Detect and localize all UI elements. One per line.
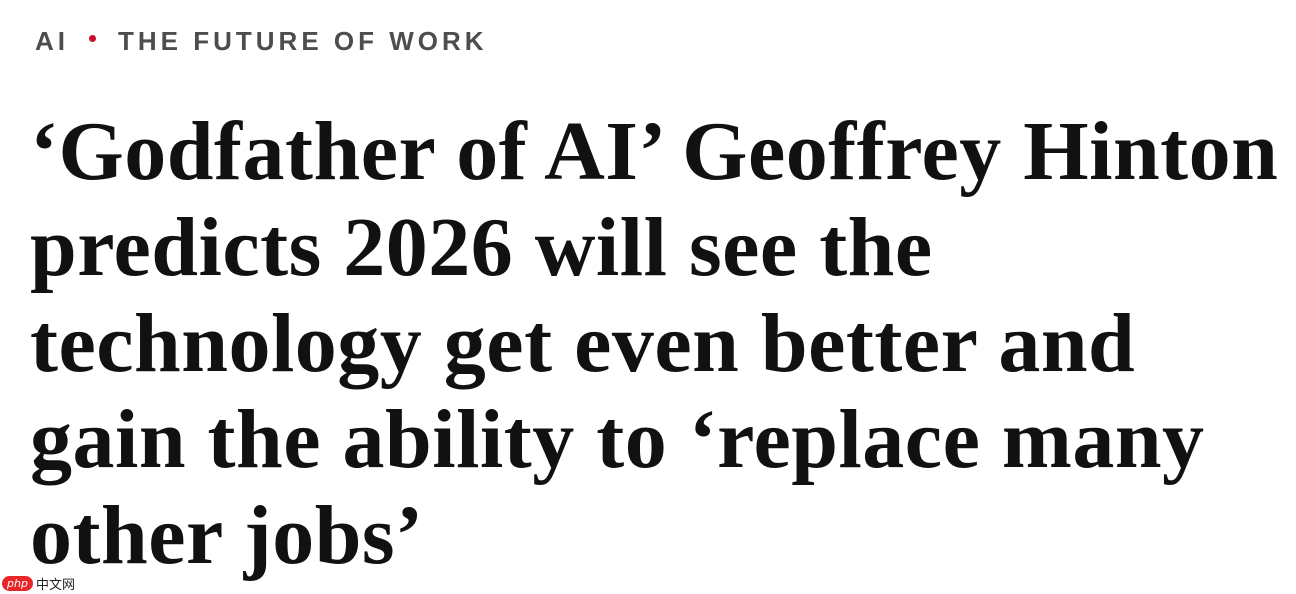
section-link[interactable]: AI <box>35 26 69 56</box>
headline-line: technology get even better and <box>30 297 1136 390</box>
watermark: php 中文网 <box>2 574 75 593</box>
headline-line: ‘Godfather of AI’ Geoffrey Hinton <box>30 105 1279 198</box>
watermark-text: 中文网 <box>35 578 75 593</box>
headline-line: other jobs’ <box>30 489 424 582</box>
separator-dot <box>89 35 96 42</box>
topic-link[interactable]: THE FUTURE OF WORK <box>118 26 488 56</box>
breadcrumb: AI THE FUTURE OF WORK <box>35 26 488 57</box>
article-headline: ‘Godfather of AI’ Geoffrey Hinton predic… <box>30 104 1278 584</box>
watermark-logo: php <box>2 576 33 591</box>
headline-line: predicts 2026 will see the <box>30 201 933 294</box>
headline-line: gain the ability to ‘replace many <box>30 393 1205 486</box>
